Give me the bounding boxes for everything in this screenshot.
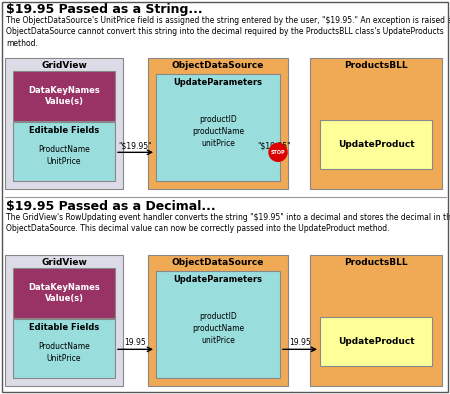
Bar (148, 58, 288, 189)
Text: GridView: GridView (41, 258, 87, 267)
Bar (13, 122, 115, 181)
Text: 19.95: 19.95 (125, 338, 146, 348)
Text: $19.95 Passed as a Decimal...: $19.95 Passed as a Decimal... (6, 200, 216, 213)
Bar (13, 71, 115, 121)
Bar (156, 271, 280, 378)
Text: 19.95: 19.95 (289, 338, 311, 348)
Text: "$19.95": "$19.95" (258, 141, 291, 151)
Bar (148, 255, 288, 386)
Bar (310, 255, 442, 386)
Text: productID
productName
unitPrice: productID productName unitPrice (192, 312, 244, 345)
Bar (5, 58, 123, 189)
Text: ProductsBLL: ProductsBLL (344, 61, 408, 70)
Circle shape (269, 143, 287, 161)
Text: ProductName
UnitPrice: ProductName UnitPrice (38, 342, 90, 363)
Text: The ObjectDataSource's UnitPrice field is assigned the string entered by the use: The ObjectDataSource's UnitPrice field i… (6, 16, 450, 48)
Text: DataKeyNames
Value(s): DataKeyNames Value(s) (28, 86, 100, 106)
Text: Editable Fields: Editable Fields (29, 323, 99, 332)
Text: UpdateParameters: UpdateParameters (174, 275, 262, 284)
Text: productID
productName
unitPrice: productID productName unitPrice (192, 115, 244, 148)
Text: The GridView's RowUpdating event handler converts the string "$19.95" into a dec: The GridView's RowUpdating event handler… (6, 213, 450, 234)
Bar (13, 319, 115, 378)
Text: UpdateProduct: UpdateProduct (338, 140, 414, 149)
Text: UpdateProduct: UpdateProduct (338, 337, 414, 346)
Text: DataKeyNames
Value(s): DataKeyNames Value(s) (28, 283, 100, 303)
Text: GridView: GridView (41, 61, 87, 70)
Text: ProductsBLL: ProductsBLL (344, 258, 408, 267)
Text: UpdateParameters: UpdateParameters (174, 78, 262, 87)
Text: "$19.95": "$19.95" (119, 141, 152, 151)
Text: STOP: STOP (271, 150, 285, 155)
Bar (13, 268, 115, 318)
Bar (310, 58, 442, 189)
Bar (5, 255, 123, 386)
Bar (156, 74, 280, 181)
Text: ProductName
UnitPrice: ProductName UnitPrice (38, 145, 90, 166)
Text: Editable Fields: Editable Fields (29, 126, 99, 135)
Bar (320, 119, 432, 169)
Bar (320, 316, 432, 366)
Text: ObjectDataSource: ObjectDataSource (172, 61, 264, 70)
Text: ObjectDataSource: ObjectDataSource (172, 258, 264, 267)
Text: $19.95 Passed as a String...: $19.95 Passed as a String... (6, 3, 202, 16)
